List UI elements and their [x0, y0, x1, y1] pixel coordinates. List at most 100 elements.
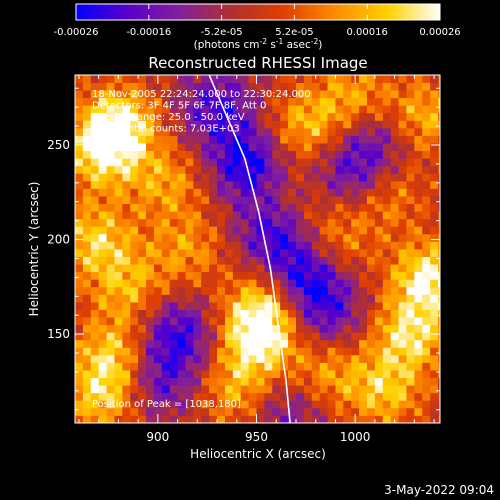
heatmap-cell [359, 218, 368, 227]
heatmap-cell [130, 392, 139, 401]
heatmap-cell [240, 158, 250, 167]
heatmap-cell [280, 97, 289, 106]
x-tick-label: 1000 [340, 430, 371, 444]
heatmap-cell [217, 158, 226, 167]
heatmap-cell [224, 226, 234, 235]
heatmap-cell [280, 407, 289, 416]
heatmap-cell [398, 294, 407, 303]
heatmap-cell [130, 317, 139, 326]
heatmap-cell [422, 400, 431, 409]
heatmap-cell [382, 97, 392, 106]
heatmap-cell [98, 279, 107, 288]
heatmap-cell [374, 226, 384, 235]
heatmap-cell [161, 143, 171, 152]
heatmap-cell [280, 264, 289, 273]
heatmap-cell [248, 90, 257, 99]
heatmap-cell [295, 370, 305, 379]
heatmap-cell [248, 233, 257, 242]
heatmap-cell [280, 339, 289, 348]
heatmap-cell [122, 256, 131, 265]
heatmap-cell [359, 286, 368, 295]
heatmap-cell [288, 97, 297, 106]
heatmap-cell [382, 188, 392, 197]
heatmap-cell [422, 188, 431, 197]
heatmap-cell [217, 165, 226, 174]
heatmap-cell [422, 362, 431, 371]
heatmap-cell [153, 370, 163, 379]
heatmap-cell [185, 301, 194, 310]
heatmap-cell [161, 271, 171, 280]
heatmap-cell [351, 105, 360, 114]
heatmap-cell [169, 271, 178, 280]
heatmap-cell [272, 377, 281, 386]
heatmap-cell [232, 203, 242, 212]
heatmap-cell [359, 392, 368, 401]
heatmap-cell [422, 354, 431, 363]
heatmap-cell [430, 317, 439, 326]
heatmap-cell [280, 294, 289, 303]
heatmap-cell [335, 354, 344, 363]
heatmap-cell [106, 400, 115, 409]
heatmap-cell [414, 188, 423, 197]
chart-title: Reconstructed RHESSI Image [148, 54, 367, 72]
heatmap-cell [209, 127, 218, 136]
heatmap-cell [75, 370, 84, 379]
heatmap-cell [153, 158, 163, 167]
heatmap-cell [390, 211, 399, 220]
heatmap-cell [106, 294, 115, 303]
heatmap-cell [240, 370, 250, 379]
heatmap-cell [177, 407, 186, 416]
heatmap-cell [264, 143, 273, 152]
heatmap-cell [303, 415, 313, 423]
heatmap-cell [217, 127, 226, 136]
heatmap-cell [311, 385, 321, 394]
heatmap-cell [390, 135, 399, 144]
heatmap-cell [146, 173, 155, 182]
heatmap-cell [114, 188, 123, 197]
heatmap-cell [138, 400, 147, 409]
heatmap-cell [106, 120, 115, 129]
heatmap-cell [161, 135, 171, 144]
heatmap-cell [224, 143, 234, 152]
heatmap-cell [430, 385, 439, 394]
heatmap-cell [374, 158, 384, 167]
heatmap-cell [138, 112, 147, 121]
heatmap-cell [240, 249, 250, 257]
heatmap-cell [406, 90, 415, 99]
heatmap-cell [327, 196, 336, 205]
heatmap-cell [224, 301, 234, 310]
heatmap-cell [161, 218, 171, 227]
heatmap-cell [398, 218, 407, 227]
heatmap-cell [169, 301, 178, 310]
heatmap-cell [193, 309, 202, 318]
heatmap-cell [114, 370, 123, 379]
heatmap-cell [75, 218, 84, 227]
heatmap-cell [185, 241, 194, 250]
heatmap-cell [256, 370, 265, 379]
heatmap-cell [319, 286, 328, 295]
heatmap-cell [288, 82, 297, 91]
heatmap-cell [280, 105, 289, 114]
heatmap-cell [185, 120, 194, 129]
x-tick-label: 900 [146, 430, 169, 444]
heatmap-cell [264, 112, 273, 121]
heatmap-cell [82, 97, 92, 106]
heatmap-cell [303, 158, 313, 167]
heatmap-cell [351, 407, 360, 416]
heatmap-cell [272, 294, 281, 303]
heatmap-cell [153, 324, 163, 333]
heatmap-cell [390, 196, 399, 205]
heatmap-cell [311, 286, 321, 295]
heatmap-cell [374, 120, 384, 129]
heatmap-cell [75, 203, 84, 212]
heatmap-cell [438, 385, 440, 394]
heatmap-cell [311, 196, 321, 205]
heatmap-cell [161, 256, 171, 265]
heatmap-cell [130, 264, 139, 273]
heatmap-cell [201, 82, 210, 91]
heatmap-cell [319, 332, 328, 341]
heatmap-cell [398, 309, 407, 318]
heatmap-cell [264, 324, 273, 333]
heatmap-cell [146, 165, 155, 174]
colorbar-tick-label: -0.00016 [126, 27, 171, 38]
